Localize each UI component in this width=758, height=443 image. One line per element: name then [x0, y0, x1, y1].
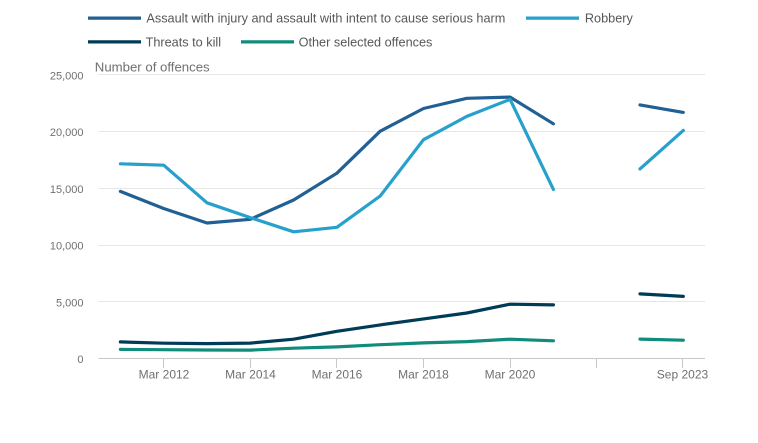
svg-text:Mar 2012: Mar 2012 [139, 368, 190, 382]
svg-text:Threats to kill: Threats to kill [146, 35, 221, 49]
svg-text:Mar 2020: Mar 2020 [485, 368, 536, 382]
svg-text:10,000: 10,000 [50, 241, 84, 253]
svg-text:Mar 2018: Mar 2018 [398, 368, 449, 382]
svg-text:Other selected offences: Other selected offences [299, 35, 433, 49]
svg-text:25,000: 25,000 [50, 70, 84, 82]
svg-text:Mar 2014: Mar 2014 [225, 368, 276, 382]
svg-text:15,000: 15,000 [50, 184, 84, 196]
svg-text:5,000: 5,000 [56, 297, 84, 309]
svg-text:Assault with injury and assaul: Assault with injury and assault with int… [146, 12, 505, 26]
svg-text:0: 0 [77, 354, 83, 366]
svg-text:Robbery: Robbery [585, 12, 634, 26]
svg-text:Number of offences: Number of offences [95, 60, 210, 75]
svg-text:Sep 2023: Sep 2023 [657, 368, 709, 382]
svg-text:20,000: 20,000 [50, 127, 84, 139]
svg-text:Mar 2016: Mar 2016 [312, 368, 363, 382]
